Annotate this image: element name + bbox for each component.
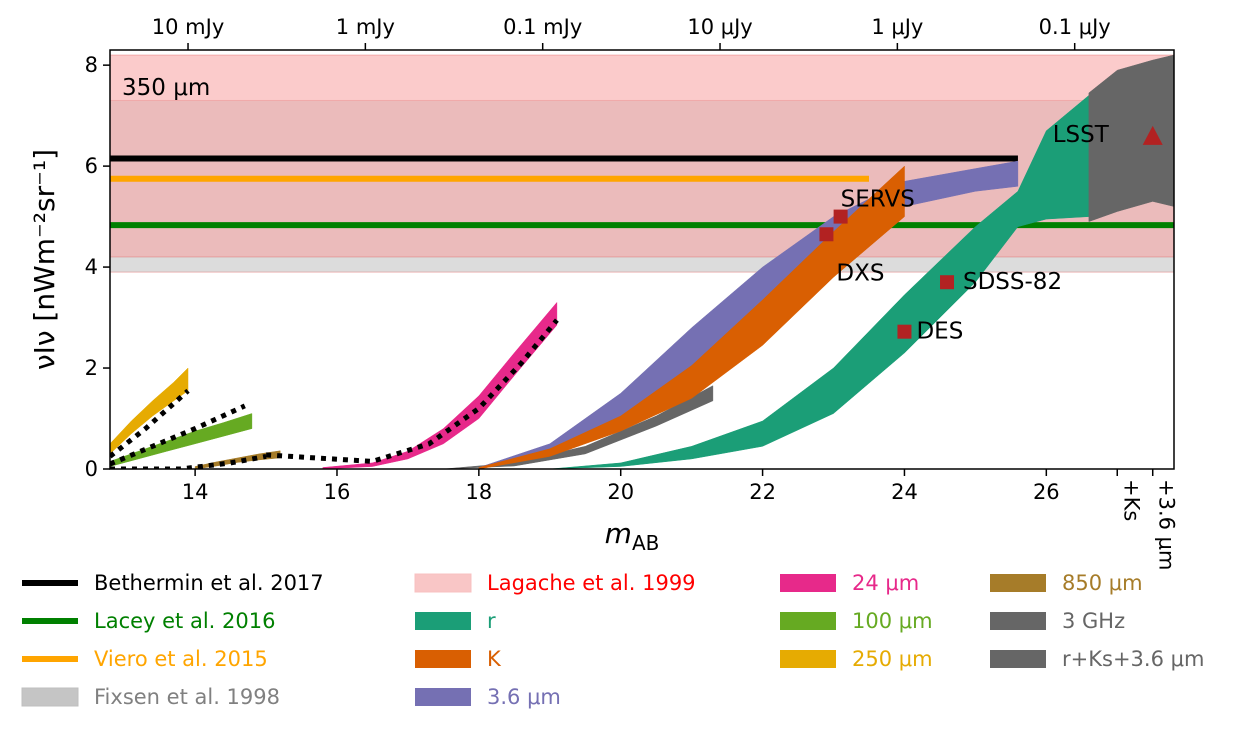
top-tick-label-0-1-ujy: 0.1 μJy — [1039, 15, 1111, 39]
marker-label-sdss-82: SDSS-82 — [963, 269, 1062, 295]
marker-servs — [833, 209, 848, 224]
marker-label-dxs: DXS — [836, 260, 884, 286]
legend-850-um-swatch — [990, 574, 1046, 592]
x-tick-label-14: 14 — [182, 480, 209, 504]
legend-3-ghz-swatch — [990, 612, 1046, 630]
marker-label-servs: SERVS — [841, 187, 915, 213]
legend-24-um-label: 24 μm — [852, 571, 919, 595]
legend-fixsen-et-al-1998-swatch — [21, 687, 79, 707]
top-tick-label-0-1-mjy: 0.1 mJy — [503, 15, 582, 39]
legend: Bethermin et al. 2017 Lacey et al. 2016 Vi… — [21, 571, 1204, 709]
marker-sdss-82 — [940, 275, 955, 290]
dotted-model-line-2 — [110, 403, 246, 467]
dotted-model-line-1 — [110, 388, 190, 459]
top-tick-label-10-mjy: 10 mJy — [152, 15, 224, 39]
dotted-model-line-4 — [265, 318, 559, 464]
legend-bethermin-et-al-2017-label: Bethermin et al. 2017 — [94, 571, 324, 595]
y-axis-label: νIν [nWm⁻²sr⁻¹] — [28, 149, 61, 370]
plot-frame — [109, 49, 1175, 470]
y-tick-label-0: 0 — [85, 457, 98, 481]
marker-label-des: DES — [916, 319, 963, 345]
legend-100-um-swatch — [780, 612, 836, 630]
top-tick-label-1-mjy: 1 mJy — [336, 15, 395, 39]
x-tick-label-24: 24 — [891, 480, 918, 504]
legend-100-um-label: 100 μm — [852, 609, 933, 633]
legend-r-ks-3-6-um-swatch — [990, 650, 1046, 668]
top-tick-label-10-ujy: 10 μJy — [687, 15, 752, 39]
legend-250-um-swatch — [780, 650, 836, 668]
legend-3-ghz-label: 3 GHz — [1062, 609, 1125, 633]
legend-k-label: K — [487, 647, 502, 671]
legend-viero-et-al-2015-label: Viero et al. 2015 — [94, 647, 268, 671]
x-axis-label: mAB — [605, 517, 660, 555]
legend-3-6-um-swatch — [415, 688, 471, 706]
series-100-um — [110, 413, 253, 467]
legend-r-label: r — [487, 609, 496, 633]
legend-r-ks-3-6-um-label: r+Ks+3.6 μm — [1062, 647, 1204, 671]
legend-r-swatch — [415, 612, 471, 630]
legend-lacey-et-al-2016-label: Lacey et al. 2016 — [94, 609, 275, 633]
x-tick-label-18: 18 — [465, 480, 492, 504]
x-tick-label-16: 16 — [324, 480, 351, 504]
legend-250-um-label: 250 μm — [852, 647, 933, 671]
y-tick-label-6: 6 — [85, 154, 98, 178]
legend-lagache-et-al-1999-swatch — [414, 573, 472, 593]
counts-series — [110, 54, 1174, 469]
y-tick-label-8: 8 — [85, 53, 98, 77]
x-tick-label-26: 26 — [1033, 480, 1060, 504]
model-dotted-lines — [110, 318, 559, 469]
legend-fixsen-et-al-1998-label: Fixsen et al. 1998 — [94, 685, 280, 709]
x-extra-tick-label-3-6-um: +3.6 μm — [1155, 479, 1179, 571]
marker-dxs — [819, 227, 834, 242]
series-k — [478, 165, 905, 469]
x-tick-label-20: 20 — [607, 480, 634, 504]
band-label-350um: 350 μm — [122, 75, 210, 101]
x-tick-label-22: 22 — [749, 480, 776, 504]
marker-lsst — [1142, 125, 1163, 145]
x-extra-tick-label-ks: +Ks — [1119, 479, 1143, 521]
legend-lagache-et-al-1999-label: Lagache et al. 1999 — [487, 571, 696, 595]
legend-24-um-swatch — [780, 574, 836, 592]
legend-3-6-um-label: 3.6 μm — [487, 685, 561, 709]
series-r-ks-3-6-um — [1088, 54, 1174, 222]
marker-label-lsst: LSST — [1053, 122, 1110, 148]
x-axis-label-sub: AB — [632, 531, 659, 555]
top-tick-label-1-ujy: 1 μJy — [871, 15, 923, 39]
legend-850-um-label: 850 μm — [1062, 571, 1143, 595]
legend-k-swatch — [415, 650, 471, 668]
marker-des — [897, 324, 912, 339]
x-axis-label-main: m — [605, 517, 632, 550]
y-tick-label-4: 4 — [85, 255, 98, 279]
series-24-um — [322, 301, 558, 469]
y-tick-label-2: 2 — [85, 356, 98, 380]
